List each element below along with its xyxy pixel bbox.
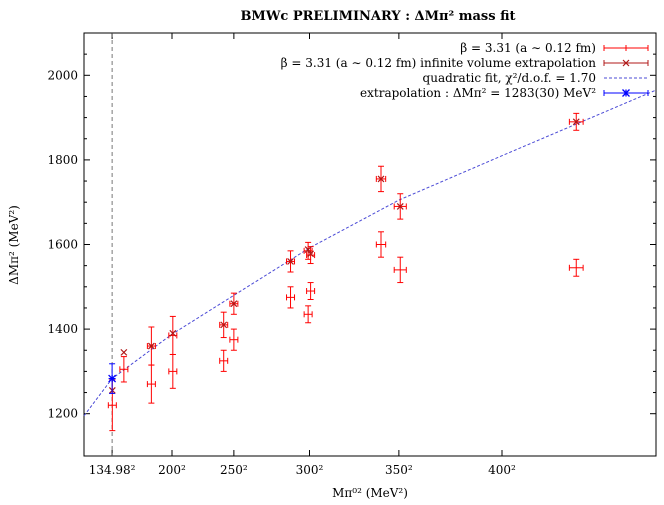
data-point-raw	[229, 328, 239, 351]
cross-marker	[396, 203, 404, 210]
x-tick-label: 400²	[488, 463, 516, 477]
data-points	[107, 112, 584, 432]
legend-label: quadratic fit, χ²/d.o.f. = 1.70	[423, 71, 596, 85]
cross-marker	[220, 321, 228, 329]
cross-marker	[287, 257, 294, 265]
data-point-infinite-volume	[307, 250, 315, 258]
cross-marker	[147, 342, 155, 350]
data-point-raw	[568, 258, 584, 277]
data-point-raw	[375, 231, 387, 258]
x-tick-label: 134.98²	[89, 463, 136, 477]
x-axis-label: Mπ⁰² (MeV²)	[332, 486, 408, 500]
y-tick-label: 1800	[47, 153, 78, 167]
y-tick-label: 1200	[47, 407, 78, 421]
x-tick-label: 250²	[220, 463, 248, 477]
cross-marker	[169, 329, 177, 337]
x-tick-labels: 134.98² 200² 250² 300² 350² 400²	[89, 463, 516, 477]
data-point-raw	[219, 349, 229, 372]
data-point-infinite-volume	[230, 300, 238, 308]
data-point-raw	[168, 353, 178, 389]
data-point-infinite-volume	[169, 329, 177, 337]
cross-marker	[230, 300, 238, 308]
y-tick-label: 1600	[47, 238, 78, 252]
data-point-infinite-volume	[572, 118, 580, 126]
x-tick-label: 350²	[385, 463, 413, 477]
data-point-raw	[146, 364, 156, 404]
legend-label: β = 3.31 (a ∼ 0.12 fm) infinite volume e…	[281, 56, 597, 70]
cross-marker	[307, 250, 315, 258]
y-tick-labels: 1200 1400 1600 1800 2000	[47, 68, 78, 420]
data-point-infinite-volume	[287, 257, 294, 265]
legend-marker-star	[622, 89, 630, 97]
data-point-raw	[119, 356, 129, 383]
legend: β = 3.31 (a ∼ 0.12 fm)β = 3.31 (a ∼ 0.12…	[281, 41, 649, 100]
y-tick-label: 1400	[47, 322, 78, 336]
data-point-raw	[306, 282, 316, 300]
legend-label: β = 3.31 (a ∼ 0.12 fm)	[460, 41, 596, 55]
data-point-raw	[303, 305, 313, 324]
star-marker	[108, 374, 117, 383]
data-point-infinite-volume	[147, 342, 155, 350]
data-point-raw	[286, 286, 296, 309]
fit-curve	[83, 89, 657, 417]
y-axis-label: ΔMπ² (MeV²)	[7, 205, 21, 285]
legend-label: extrapolation : ΔMπ² = 1283(30) MeV²	[360, 86, 596, 100]
cross-marker	[120, 348, 128, 356]
data-point-infinite-volume	[120, 348, 128, 356]
data-point-raw	[393, 256, 407, 284]
data-point-extrapolation	[108, 363, 117, 394]
y-tick-label: 2000	[47, 68, 78, 82]
x-tick-label: 300²	[296, 463, 324, 477]
data-point-infinite-volume	[396, 203, 404, 210]
x-tick-label: 200²	[158, 463, 186, 477]
cross-marker	[377, 175, 385, 183]
chart-title: BMWc PRELIMINARY : ΔMπ² mass fit	[240, 9, 515, 24]
cross-marker	[572, 118, 580, 126]
fit-curve-line	[83, 89, 657, 417]
cross-marker	[304, 246, 312, 254]
legend-marker-cross	[622, 59, 630, 67]
data-point-infinite-volume	[304, 246, 312, 254]
data-point-infinite-volume	[220, 321, 228, 329]
data-point-infinite-volume	[377, 175, 385, 183]
